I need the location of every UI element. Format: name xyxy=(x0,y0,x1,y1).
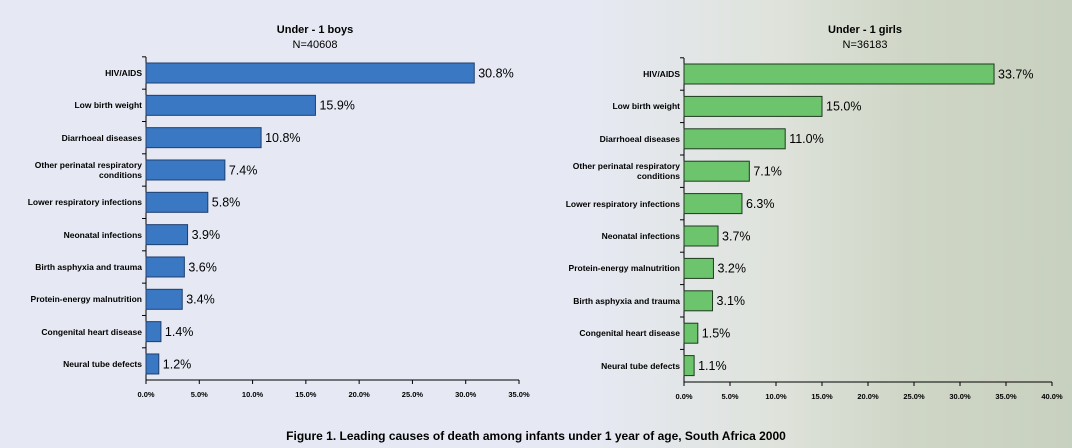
category-label: Low birth weight xyxy=(74,100,142,111)
value-label: 3.7% xyxy=(722,229,751,243)
x-tick-label: 40.0% xyxy=(1041,392,1063,401)
category-label: Neonatal infections xyxy=(63,229,142,240)
category-label: Diarrhoeal diseases xyxy=(599,133,680,144)
bar xyxy=(145,224,189,246)
chart-subtitle: N=40608 xyxy=(293,39,338,51)
value-label: 15.0% xyxy=(826,100,861,114)
bar xyxy=(145,62,475,84)
category-label: Lower respiratory infections xyxy=(27,197,142,208)
bar xyxy=(683,193,743,215)
value-label: 3.6% xyxy=(188,260,217,274)
value-label: 33.7% xyxy=(998,67,1033,81)
value-label: 3.4% xyxy=(186,293,215,307)
x-tick-label: 5.0% xyxy=(191,390,208,399)
category-label: Protein-energy malnutrition xyxy=(568,263,680,274)
x-tick-label: 5.0% xyxy=(721,392,738,401)
category-label: Neonatal infections xyxy=(601,231,680,241)
x-tick-label: 20.0% xyxy=(349,390,371,399)
value-label: 1.2% xyxy=(163,357,192,371)
category-label: Low birth weight xyxy=(612,101,680,112)
category-label: Congenital heart disease xyxy=(41,326,142,337)
category-label: Neural tube defects xyxy=(63,358,142,369)
category-label: Congenital heart disease xyxy=(579,328,680,339)
bar xyxy=(683,355,695,377)
bar xyxy=(145,353,160,375)
bar xyxy=(145,321,162,343)
bar xyxy=(145,288,183,310)
category-label: Neural tube defects xyxy=(601,360,680,371)
x-tick-label: 20.0% xyxy=(857,392,879,401)
value-label: 6.3% xyxy=(746,197,775,211)
bar xyxy=(683,225,719,247)
bar xyxy=(145,127,262,149)
x-tick-label: 25.0% xyxy=(402,390,424,399)
value-label: 7.4% xyxy=(229,163,258,177)
x-tick-label: 0.0% xyxy=(137,390,154,399)
value-label: 11.0% xyxy=(789,132,824,146)
category-label: Lower respiratory infections xyxy=(565,198,680,209)
x-tick-label: 15.0% xyxy=(811,392,833,401)
bar xyxy=(683,160,750,182)
value-label: 1.4% xyxy=(165,325,194,339)
figure-caption: Figure 1. Leading causes of death among … xyxy=(286,429,786,443)
value-label: 3.1% xyxy=(717,294,746,308)
value-label: 15.9% xyxy=(319,99,354,113)
x-tick-label: 30.0% xyxy=(455,390,477,399)
value-label: 1.5% xyxy=(702,326,731,340)
x-tick-label: 25.0% xyxy=(903,392,925,401)
x-tick-label: 30.0% xyxy=(949,392,971,401)
bar xyxy=(145,159,226,181)
x-tick-label: 10.0% xyxy=(242,390,264,399)
category-label: Protein-energy malnutrition xyxy=(30,294,142,305)
bar xyxy=(145,191,209,213)
value-label: 3.9% xyxy=(192,228,221,242)
chart-subtitle: N=36183 xyxy=(843,39,888,51)
bar xyxy=(683,257,714,279)
category-label: Birth asphyxia and trauma xyxy=(573,295,680,306)
bar xyxy=(683,95,823,117)
bar xyxy=(683,128,786,150)
value-label: 10.8% xyxy=(265,131,300,145)
bar xyxy=(683,290,714,312)
category-label: HIV/AIDS xyxy=(643,69,680,79)
chart-title: Under - 1 girls xyxy=(828,24,902,36)
bar xyxy=(683,63,995,85)
value-label: 7.1% xyxy=(753,164,782,178)
x-tick-label: 35.0% xyxy=(995,392,1017,401)
category-label: Other perinatal respiratory conditions xyxy=(572,161,680,182)
category-label: Diarrhoeal diseases xyxy=(61,132,142,143)
category-label: Birth asphyxia and trauma xyxy=(35,261,142,272)
x-tick-label: 0.0% xyxy=(675,392,692,401)
x-tick-label: 15.0% xyxy=(295,390,317,399)
value-label: 3.2% xyxy=(717,262,746,276)
chart-title: Under - 1 boys xyxy=(277,24,353,36)
bar xyxy=(145,256,185,278)
value-label: 30.8% xyxy=(478,66,513,80)
x-tick-label: 10.0% xyxy=(765,392,787,401)
bar xyxy=(145,94,316,116)
bar xyxy=(683,322,699,344)
x-tick-label: 35.0% xyxy=(508,390,530,399)
value-label: 5.8% xyxy=(212,196,241,210)
category-label: HIV/AIDS xyxy=(105,68,142,78)
category-label: Other perinatal respiratory conditions xyxy=(34,159,142,180)
value-label: 1.1% xyxy=(698,359,727,373)
